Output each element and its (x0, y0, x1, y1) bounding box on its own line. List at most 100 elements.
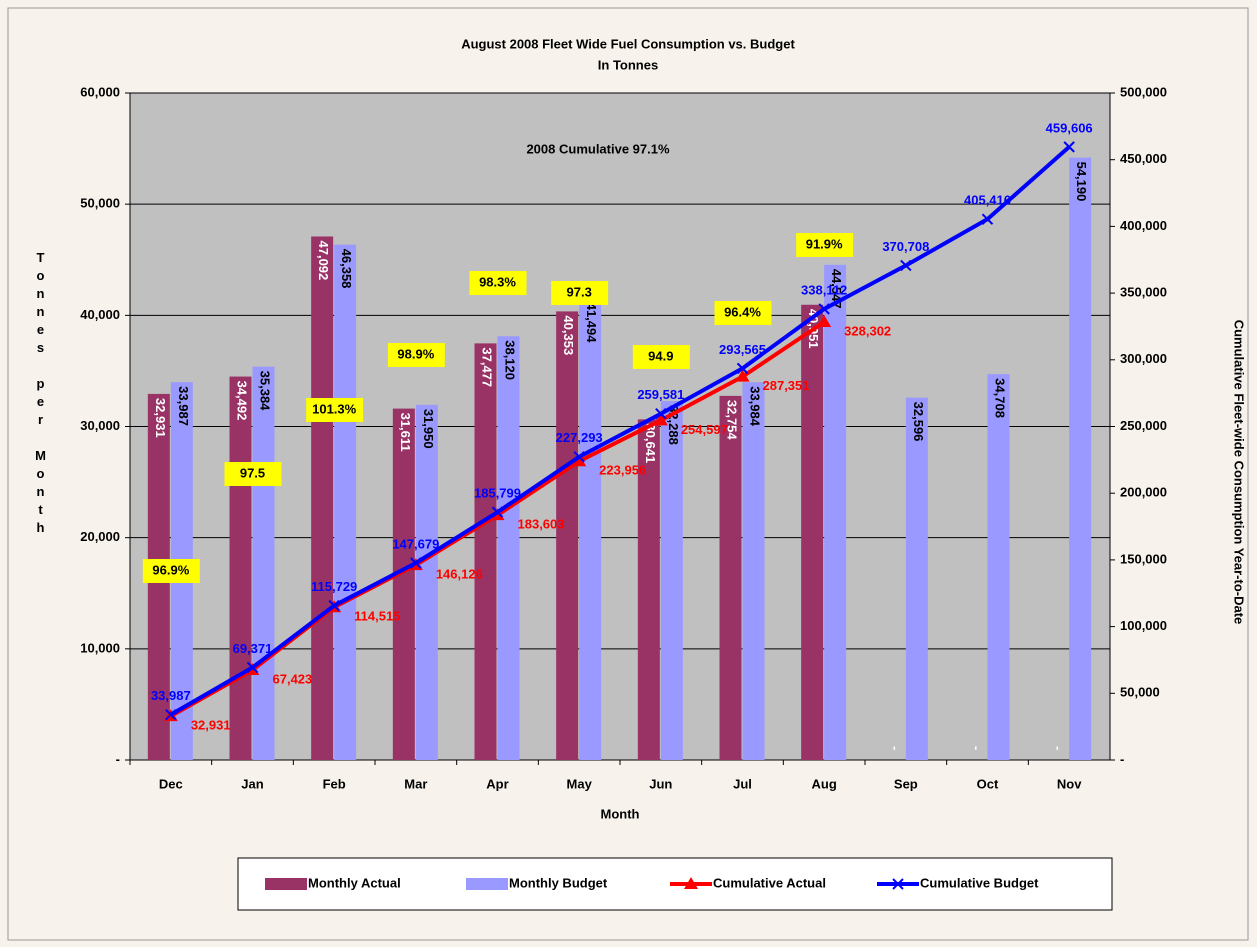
ratio-label: 101.3% (312, 401, 357, 416)
legend-label: Cumulative Actual (713, 875, 826, 890)
bar (579, 298, 602, 760)
chart-title: August 2008 Fleet Wide Fuel Consumption … (461, 36, 795, 51)
y-tick-label: 40,000 (80, 307, 120, 322)
line-marker (818, 303, 830, 315)
x-tick-label: Oct (977, 776, 999, 791)
bar-value-label: - (888, 746, 903, 750)
x-tick-label: Nov (1057, 776, 1082, 791)
x-tick-label: May (567, 776, 593, 791)
line-marker (410, 557, 422, 569)
bar (824, 264, 847, 760)
line-marker (892, 878, 904, 890)
bar-value-label: 33,984 (748, 386, 763, 427)
y-tick-label: - (116, 751, 120, 766)
x-tick-label: Jul (733, 776, 752, 791)
y2-tick-label: 500,000 (1120, 84, 1167, 99)
line-marker (491, 506, 504, 518)
y2-tick-label: 150,000 (1120, 551, 1167, 566)
line-marker (1063, 141, 1075, 153)
bar (474, 343, 497, 760)
line-value-label: 223,956 (599, 463, 646, 478)
bar (742, 382, 765, 760)
y2-tick-label: 250,000 (1120, 418, 1167, 433)
y2-tick-label: 50,000 (1120, 685, 1160, 700)
ratio-box (306, 398, 364, 422)
y-tick-label: 10,000 (80, 640, 120, 655)
line-value-label: 328,302 (844, 323, 891, 338)
bar-value-label: 35,384 (258, 371, 273, 412)
line-value-label: 183,603 (518, 517, 565, 532)
x-tick-label: Mar (404, 776, 427, 791)
bar-value-label: 32,931 (153, 398, 168, 438)
bar-value-label: 34,708 (993, 378, 1008, 418)
bar-value-label: 31,611 (398, 413, 413, 452)
ratio-label: 96.9% (152, 562, 189, 577)
y2-tick-label: 350,000 (1120, 285, 1167, 300)
bar-value-label: 54,190 (1074, 162, 1089, 202)
ratio-box (469, 271, 527, 295)
ratio-label: 98.3% (479, 274, 516, 289)
y2-tick-label: 300,000 (1120, 351, 1167, 366)
line-value-label: 146,126 (436, 567, 483, 582)
line-marker (653, 413, 668, 426)
line (169, 145, 1071, 717)
bar (415, 404, 438, 760)
bar (660, 401, 683, 760)
line-value-label: 32,931 (191, 718, 231, 733)
legend-label: Monthly Actual (308, 875, 401, 890)
chart-frame (7, 7, 1249, 941)
line-value-label: 370,708 (882, 239, 929, 254)
line-marker (655, 408, 667, 420)
x-tick-label: Jan (241, 776, 263, 791)
bar-value-label: - (970, 746, 985, 750)
bar (311, 236, 334, 761)
bar-value-label: 30,641 (643, 423, 658, 463)
y-tick-label: 60,000 (80, 84, 120, 99)
x-tick-label: Sep (894, 776, 918, 791)
bar (801, 304, 824, 760)
bar-value-label: 41,494 (584, 303, 599, 344)
bar-value-label: 46,358 (339, 249, 354, 289)
bar-value-label: 32,754 (725, 400, 740, 441)
ratio-label: 96.4% (724, 304, 761, 319)
line-value-label: 33,987 (151, 688, 191, 703)
line-value-label: 147,679 (392, 536, 439, 551)
line-value-label: 405,416 (964, 193, 1011, 208)
bar-value-label: 34,492 (235, 381, 250, 421)
bar-value-label: 40,353 (561, 315, 576, 355)
line-value-label: 69,371 (233, 641, 273, 656)
legend-label: Cumulative Budget (920, 875, 1039, 890)
line-value-label: 338,112 (801, 282, 847, 297)
y-tick-label: 20,000 (80, 529, 120, 544)
x-tick-label: Jun (649, 776, 672, 791)
y2-tick-label: 400,000 (1120, 218, 1167, 233)
line-value-label: 459,606 (1046, 120, 1093, 135)
line-marker (246, 661, 259, 674)
line-marker (981, 213, 994, 225)
ratio-box (387, 343, 445, 367)
line-marker (684, 877, 698, 889)
ratio-box (632, 345, 690, 369)
bar (556, 311, 579, 760)
ratio-label: 98.9% (397, 346, 434, 361)
ratio-label: 97.3 (567, 284, 592, 299)
line-value-label: 115,729 (311, 579, 357, 594)
ratio-box (714, 301, 772, 325)
bar-value-label: 47,092 (316, 240, 331, 280)
x-tick-label: Feb (323, 776, 346, 791)
bar-value-label: 33,987 (176, 386, 191, 426)
line-value-label: 185,799 (474, 486, 521, 501)
x-tick-label: Apr (486, 776, 508, 791)
bar (719, 395, 742, 760)
bar (252, 366, 275, 760)
bar-value-label: - (1051, 746, 1066, 750)
line-value-label: 259,581 (637, 387, 684, 402)
bar-value-label: 31,950 (421, 409, 436, 449)
x-axis-label: Month (601, 806, 640, 821)
line-value-label: 114,515 (354, 609, 400, 624)
line-marker (735, 369, 750, 382)
y2-tick-label: 200,000 (1120, 485, 1167, 500)
y-tick-label: 50,000 (80, 196, 120, 211)
legend-swatch (265, 878, 307, 890)
